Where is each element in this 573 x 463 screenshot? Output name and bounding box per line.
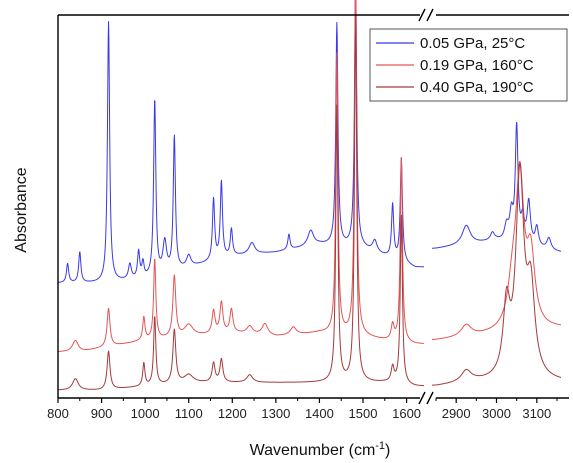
x-tick-label-1000: 1000 <box>131 406 160 421</box>
break-mark <box>418 391 426 405</box>
plot-frame <box>57 14 569 399</box>
x-tick-label-900: 900 <box>91 406 113 421</box>
x-axis-label: Wavenumber (cm-1) <box>250 440 391 459</box>
break-mark <box>426 391 434 405</box>
x-tick-label-800: 800 <box>47 406 69 421</box>
x-tick-label-1200: 1200 <box>218 406 247 421</box>
series-layer <box>57 0 562 391</box>
x-tick-label-1600: 1600 <box>392 406 421 421</box>
axis-break <box>418 8 434 405</box>
x-ticks: 800 900 1000 1100 1200 1300 1400 1500 1600 2900 30… <box>47 398 558 421</box>
legend-label-3: 0.40 GPa, 190°C <box>420 79 534 96</box>
y-axis-label: Absorbance <box>13 167 30 252</box>
series-2-line-segment-2 <box>431 160 562 340</box>
x-tick-label-1500: 1500 <box>349 406 378 421</box>
x-tick-label-1100: 1100 <box>175 406 203 421</box>
x-tick-label-3000: 3000 <box>482 406 511 421</box>
series-2 <box>57 0 562 352</box>
break-mark <box>426 8 434 22</box>
x-tick-label-3100: 3100 <box>522 406 551 421</box>
series-3-line-segment-2 <box>431 163 562 386</box>
series-1-line-segment-1 <box>57 0 425 283</box>
legend-label-1: 0.05 GPa, 25°C <box>420 35 525 52</box>
series-1 <box>57 0 562 283</box>
legend: 0.05 GPa, 25°C 0.19 GPa, 160°C 0.40 GPa, 1… <box>369 28 568 102</box>
series-1-line-segment-2 <box>431 121 562 252</box>
series-3-line-segment-1 <box>57 14 425 391</box>
legend-label-2: 0.19 GPa, 160°C <box>420 57 534 74</box>
break-mark <box>418 8 426 22</box>
series-3 <box>57 14 562 391</box>
x-tick-label-1400: 1400 <box>305 406 334 421</box>
x-tick-label-1300: 1300 <box>261 406 290 421</box>
x-tick-label-2900: 2900 <box>442 406 471 421</box>
series-2-line-segment-1 <box>57 0 425 352</box>
